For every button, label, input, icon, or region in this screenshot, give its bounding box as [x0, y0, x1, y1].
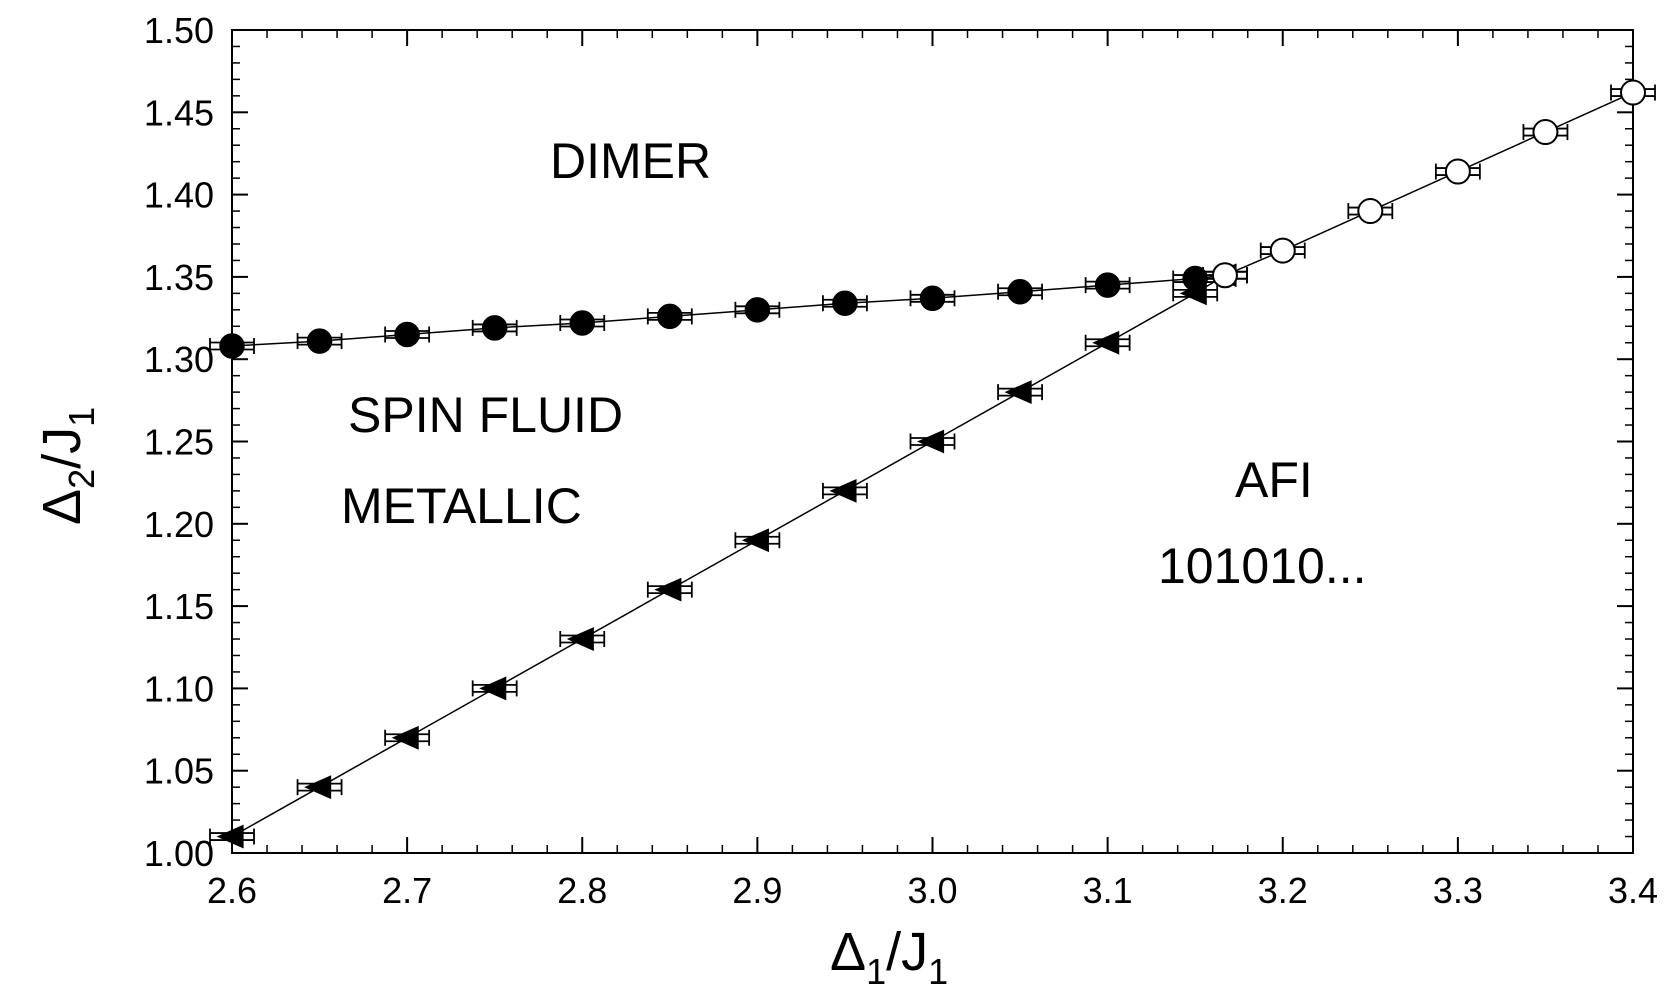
- filled-circle-marker: [1007, 278, 1033, 305]
- filled-circle-marker: [569, 310, 595, 336]
- data-point-open-circle: [1202, 262, 1248, 289]
- data-point-filled-circle: [822, 290, 868, 316]
- filled-circle-marker: [832, 290, 858, 316]
- open-circle-marker: [1444, 158, 1471, 185]
- open-circle-marker: [1620, 79, 1646, 106]
- data-point-left-triangle: [909, 429, 956, 454]
- region-label-afi: AFI: [1235, 452, 1313, 508]
- data-point-left-triangle: [822, 478, 868, 503]
- y-tick-label: 1.30: [144, 339, 214, 380]
- data-point-filled-circle: [209, 333, 255, 359]
- data-point-filled-circle: [471, 315, 518, 341]
- filled-circle-marker: [919, 285, 946, 312]
- left-triangle-marker: [1004, 380, 1032, 405]
- x-tick-label: 2.6: [207, 870, 257, 911]
- filled-circle-marker: [394, 321, 420, 348]
- left-triangle-marker: [1179, 281, 1207, 306]
- y-tick-label: 1.50: [144, 10, 214, 51]
- data-point-left-triangle: [209, 824, 255, 849]
- x-axis-title: Δ1/J1: [830, 922, 948, 992]
- region-label-metallic: METALLIC: [341, 478, 582, 534]
- data-point-left-triangle: [384, 725, 431, 750]
- region-label-afi-pattern: 101010...: [1158, 538, 1367, 594]
- data-point-left-triangle: [734, 528, 781, 553]
- y-axis-title: Δ2/J1: [32, 407, 102, 525]
- data-point-filled-circle: [909, 285, 956, 312]
- y-tick-label: 1.40: [144, 175, 214, 216]
- open-circle-marker: [1211, 262, 1238, 289]
- data-point-left-triangle: [296, 775, 343, 800]
- left-triangle-marker: [566, 627, 594, 651]
- left-triangle-marker: [304, 775, 332, 800]
- filled-circle-marker: [1094, 272, 1121, 298]
- x-tick-label: 3.2: [1258, 870, 1308, 911]
- left-triangle-marker: [1092, 330, 1120, 355]
- open-circle-marker: [1532, 119, 1559, 146]
- y-tick-label: 1.05: [144, 751, 214, 792]
- x-tick-label: 3.3: [1433, 870, 1483, 911]
- data-point-left-triangle: [646, 577, 693, 602]
- x-tick-label: 2.8: [557, 870, 607, 911]
- series-line-left-triangle: [231, 274, 1226, 838]
- series-line-filled-circle: [231, 274, 1226, 347]
- data-point-filled-circle: [1084, 272, 1131, 298]
- data-point-left-triangle: [997, 380, 1043, 405]
- x-tick-label: 2.7: [382, 870, 432, 911]
- y-tick-label: 1.45: [144, 92, 214, 133]
- data-point-filled-circle: [997, 278, 1043, 305]
- region-label-dimer: DIMER: [550, 133, 711, 189]
- left-triangle-marker: [654, 577, 682, 602]
- data-point-open-circle: [1259, 237, 1306, 264]
- x-tick-label: 2.9: [732, 870, 782, 911]
- y-tick-label: 1.10: [144, 668, 214, 709]
- x-tick-label: 3.0: [907, 870, 957, 911]
- data-point-open-circle: [1434, 158, 1481, 185]
- left-triangle-marker: [917, 429, 945, 454]
- x-tick-label: 3.4: [1608, 870, 1658, 911]
- filled-circle-marker: [744, 297, 771, 323]
- data-point-filled-circle: [646, 303, 693, 330]
- left-triangle-marker: [479, 676, 507, 701]
- data-point-left-triangle: [471, 676, 518, 701]
- y-tick-label: 1.20: [144, 504, 214, 545]
- y-tick-label: 1.25: [144, 422, 214, 463]
- open-circle-marker: [1357, 198, 1384, 225]
- y-tick-label: 1.00: [144, 833, 214, 874]
- y-tick-label: 1.15: [144, 586, 214, 627]
- region-label-spin-fluid: SPIN FLUID: [348, 387, 623, 443]
- data-point-left-triangle: [1084, 330, 1131, 355]
- left-triangle-marker: [391, 725, 419, 750]
- data-point-open-circle: [1347, 198, 1394, 225]
- data-point-open-circle: [1610, 79, 1656, 106]
- x-tick-label: 3.1: [1083, 870, 1133, 911]
- data-point-left-triangle: [559, 627, 606, 651]
- data-point-filled-circle: [296, 328, 343, 354]
- filled-circle-marker: [481, 315, 508, 341]
- data-point-filled-circle: [559, 310, 606, 336]
- left-triangle-marker: [216, 824, 244, 849]
- filled-circle-marker: [657, 303, 683, 330]
- data-point-filled-circle: [734, 297, 781, 323]
- open-circle-marker: [1269, 237, 1296, 264]
- data-point-left-triangle: [1172, 281, 1219, 306]
- left-triangle-marker: [741, 528, 769, 553]
- data-point-open-circle: [1522, 119, 1569, 146]
- left-triangle-marker: [829, 478, 857, 503]
- y-tick-label: 1.35: [144, 257, 214, 298]
- filled-circle-marker: [306, 328, 333, 354]
- filled-circle-marker: [219, 333, 245, 359]
- data-point-filled-circle: [384, 321, 431, 348]
